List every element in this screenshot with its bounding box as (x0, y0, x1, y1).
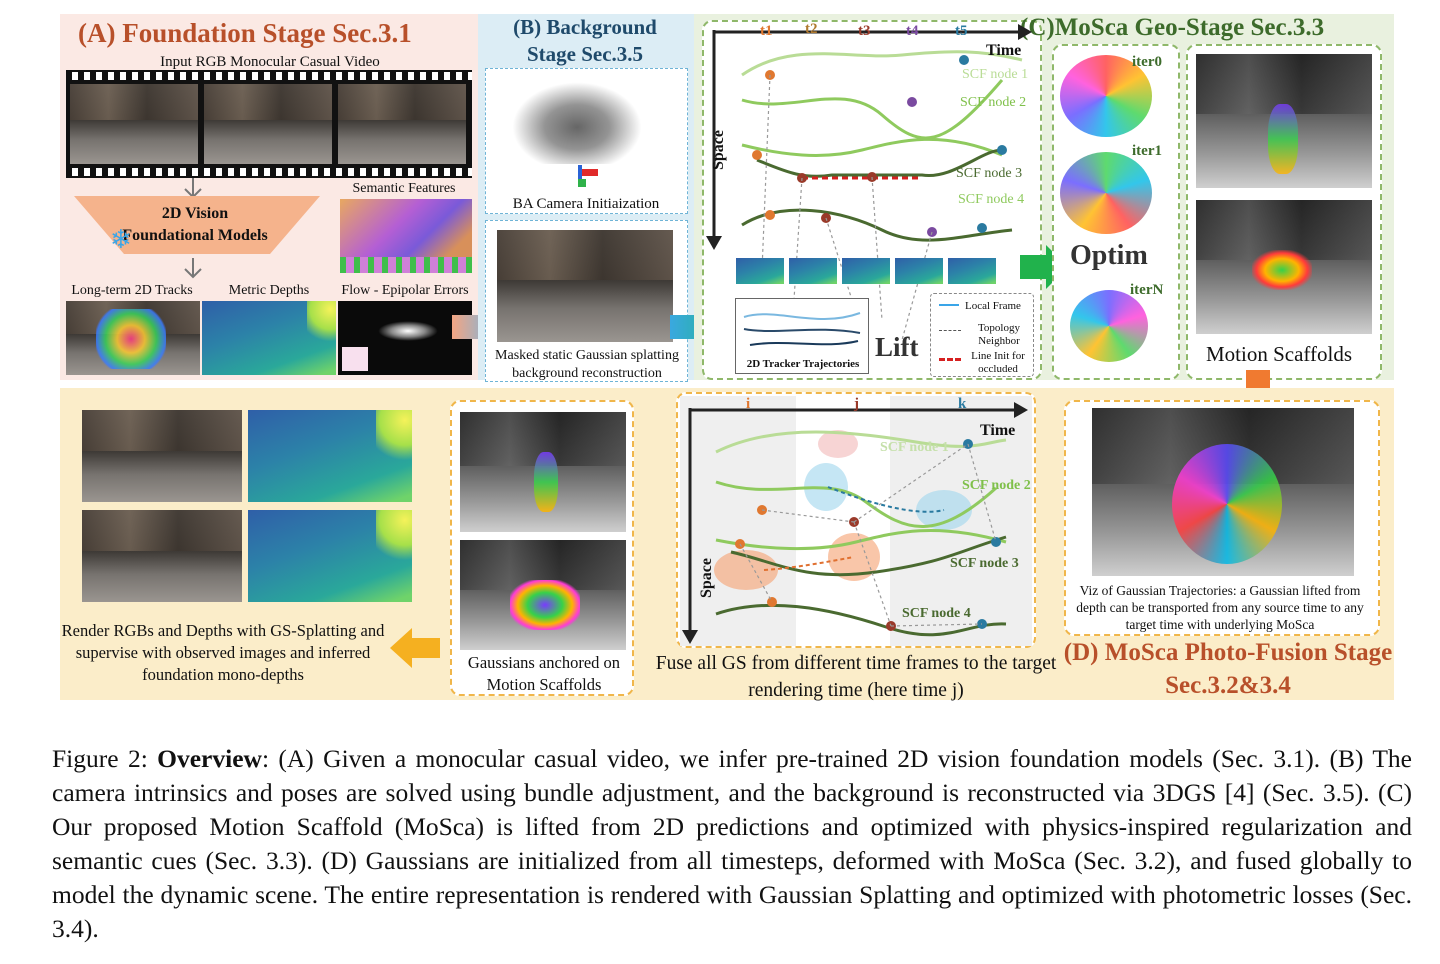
semantic-features-image (340, 199, 472, 273)
camera-axis-icon (578, 165, 600, 189)
fuse-space-axis-label: Space (698, 558, 715, 598)
static-background-image (497, 230, 673, 342)
flow-label: Flow - Epipolar Errors (341, 283, 469, 298)
motion-scaffold-label: Motion Scaffolds (1205, 342, 1353, 366)
time-tick-t1: t1 (760, 23, 773, 39)
fuse-tick-i: i (746, 396, 751, 412)
panel-d-title: (D) MoSca Photo-Fusion Stage Sec.3.2&3.4 (1063, 639, 1393, 699)
fuse-time-axis-label: Time (980, 422, 1016, 439)
video-frame-3 (338, 84, 466, 164)
point-cloud (512, 82, 642, 164)
scf-node-1-label: SCF node 1 (962, 67, 1029, 82)
fuse-scf-node-4: SCF node 4 (902, 606, 971, 621)
iterN-label: iterN (1130, 282, 1164, 298)
scaffold-image-1 (1196, 54, 1372, 188)
fuse-label: Fuse all GS from different time frames t… (655, 653, 1057, 701)
render-depth-1 (248, 410, 412, 502)
tracker-label: 2D Tracker Trajectories (746, 358, 860, 370)
fuse-tick-k: k (958, 396, 967, 412)
flow-image (338, 301, 472, 375)
anchored-image-2 (460, 540, 626, 650)
caption-text: : (A) Given a monocular casual video, we… (52, 744, 1412, 943)
lift-frames (736, 258, 998, 284)
time-tick-t2: t2 (805, 21, 818, 37)
time-tick-t4: t4 (906, 23, 919, 39)
caption-label: Figure 2: (52, 744, 148, 773)
legend-local-frame: Local Frame (965, 300, 1021, 312)
fuse-trajectory-plot (682, 402, 1028, 644)
fuse-scf-node-3: SCF node 3 (950, 556, 1019, 571)
panel-c-title: (C)MoSca Geo-Stage Sec.3.3 (1020, 14, 1325, 41)
panel-a-title: (A) Foundation Stage Sec.3.1 (78, 18, 412, 48)
input-video-label: Input RGB Monocular Casual Video (160, 54, 380, 70)
video-frame-1 (70, 84, 198, 164)
semantic-features-label: Semantic Features (352, 181, 456, 196)
fuse-tick-j: j (854, 396, 859, 412)
tracks-image (66, 301, 200, 375)
scaffold-image-2 (1196, 200, 1372, 334)
panel-b-title: (B) Background Stage Sec.3.5 (513, 15, 657, 66)
anchored-label: Gaussians anchored on Motion Scaffolds (467, 653, 621, 694)
depth-label: Metric Depths (228, 283, 310, 298)
iter0-label: iter0 (1132, 54, 1162, 70)
snowflake-icon: ❄ (110, 225, 132, 254)
render-rgb-1 (82, 410, 242, 502)
legend-topology: Topology Neighbor (977, 322, 1020, 347)
static-label: Masked static Gaussian splatting backgro… (495, 348, 679, 381)
left-arrow-icon (390, 628, 440, 668)
render-label: Render RGBs and Depths with GS-Splatting… (61, 621, 385, 684)
ba-label: BA Camera Initiaization (512, 196, 660, 212)
scf-node-2-label: SCF node 2 (960, 95, 1027, 110)
scf-node-4-label: SCF node 4 (958, 192, 1025, 207)
fuse-scf-node-1: SCF node 1 (880, 440, 949, 455)
space-axis-label: Space (710, 130, 727, 170)
iter1-ball (1060, 152, 1152, 234)
down-arrow-icon (184, 258, 202, 279)
iter1-label: iter1 (1132, 143, 1162, 159)
iterN-ball (1070, 290, 1148, 362)
foundation-model-label: 2D Vision Foundational Models (122, 205, 268, 244)
legend-line-init: Line Init for occluded (971, 350, 1025, 375)
tracks-label: Long-term 2D Tracks (71, 283, 193, 298)
foundation-model-box (74, 196, 320, 254)
viz-label: Viz of Gaussian Trajectories: a Gaussian… (1076, 583, 1364, 632)
time-axis-label: Time (986, 42, 1022, 59)
time-tick-t3: t3 (858, 23, 871, 39)
render-depth-2 (248, 510, 412, 602)
lift-label: Lift (875, 332, 919, 362)
scf-node-3-label: SCF node 3 (956, 166, 1023, 181)
caption-bold: Overview (157, 744, 262, 773)
fuse-scf-node-2: SCF node 2 (962, 478, 1031, 493)
tracker-box (735, 298, 869, 374)
figure-caption: Figure 2: Overview: (A) Given a monocula… (52, 742, 1412, 946)
iter0-ball (1060, 55, 1152, 137)
legend-box: Local Frame Topology Neighbor Line Init … (930, 293, 1034, 377)
video-frame-2 (204, 84, 332, 164)
scf-trajectory-plot (706, 24, 1032, 341)
anchored-image-1 (460, 412, 626, 532)
viz-image (1092, 408, 1354, 576)
render-rgb-2 (82, 510, 242, 602)
optim-label: Optim (1070, 240, 1148, 271)
film-strip (66, 70, 472, 178)
time-tick-t5: t5 (955, 23, 968, 39)
metric-depth-image (202, 301, 336, 375)
